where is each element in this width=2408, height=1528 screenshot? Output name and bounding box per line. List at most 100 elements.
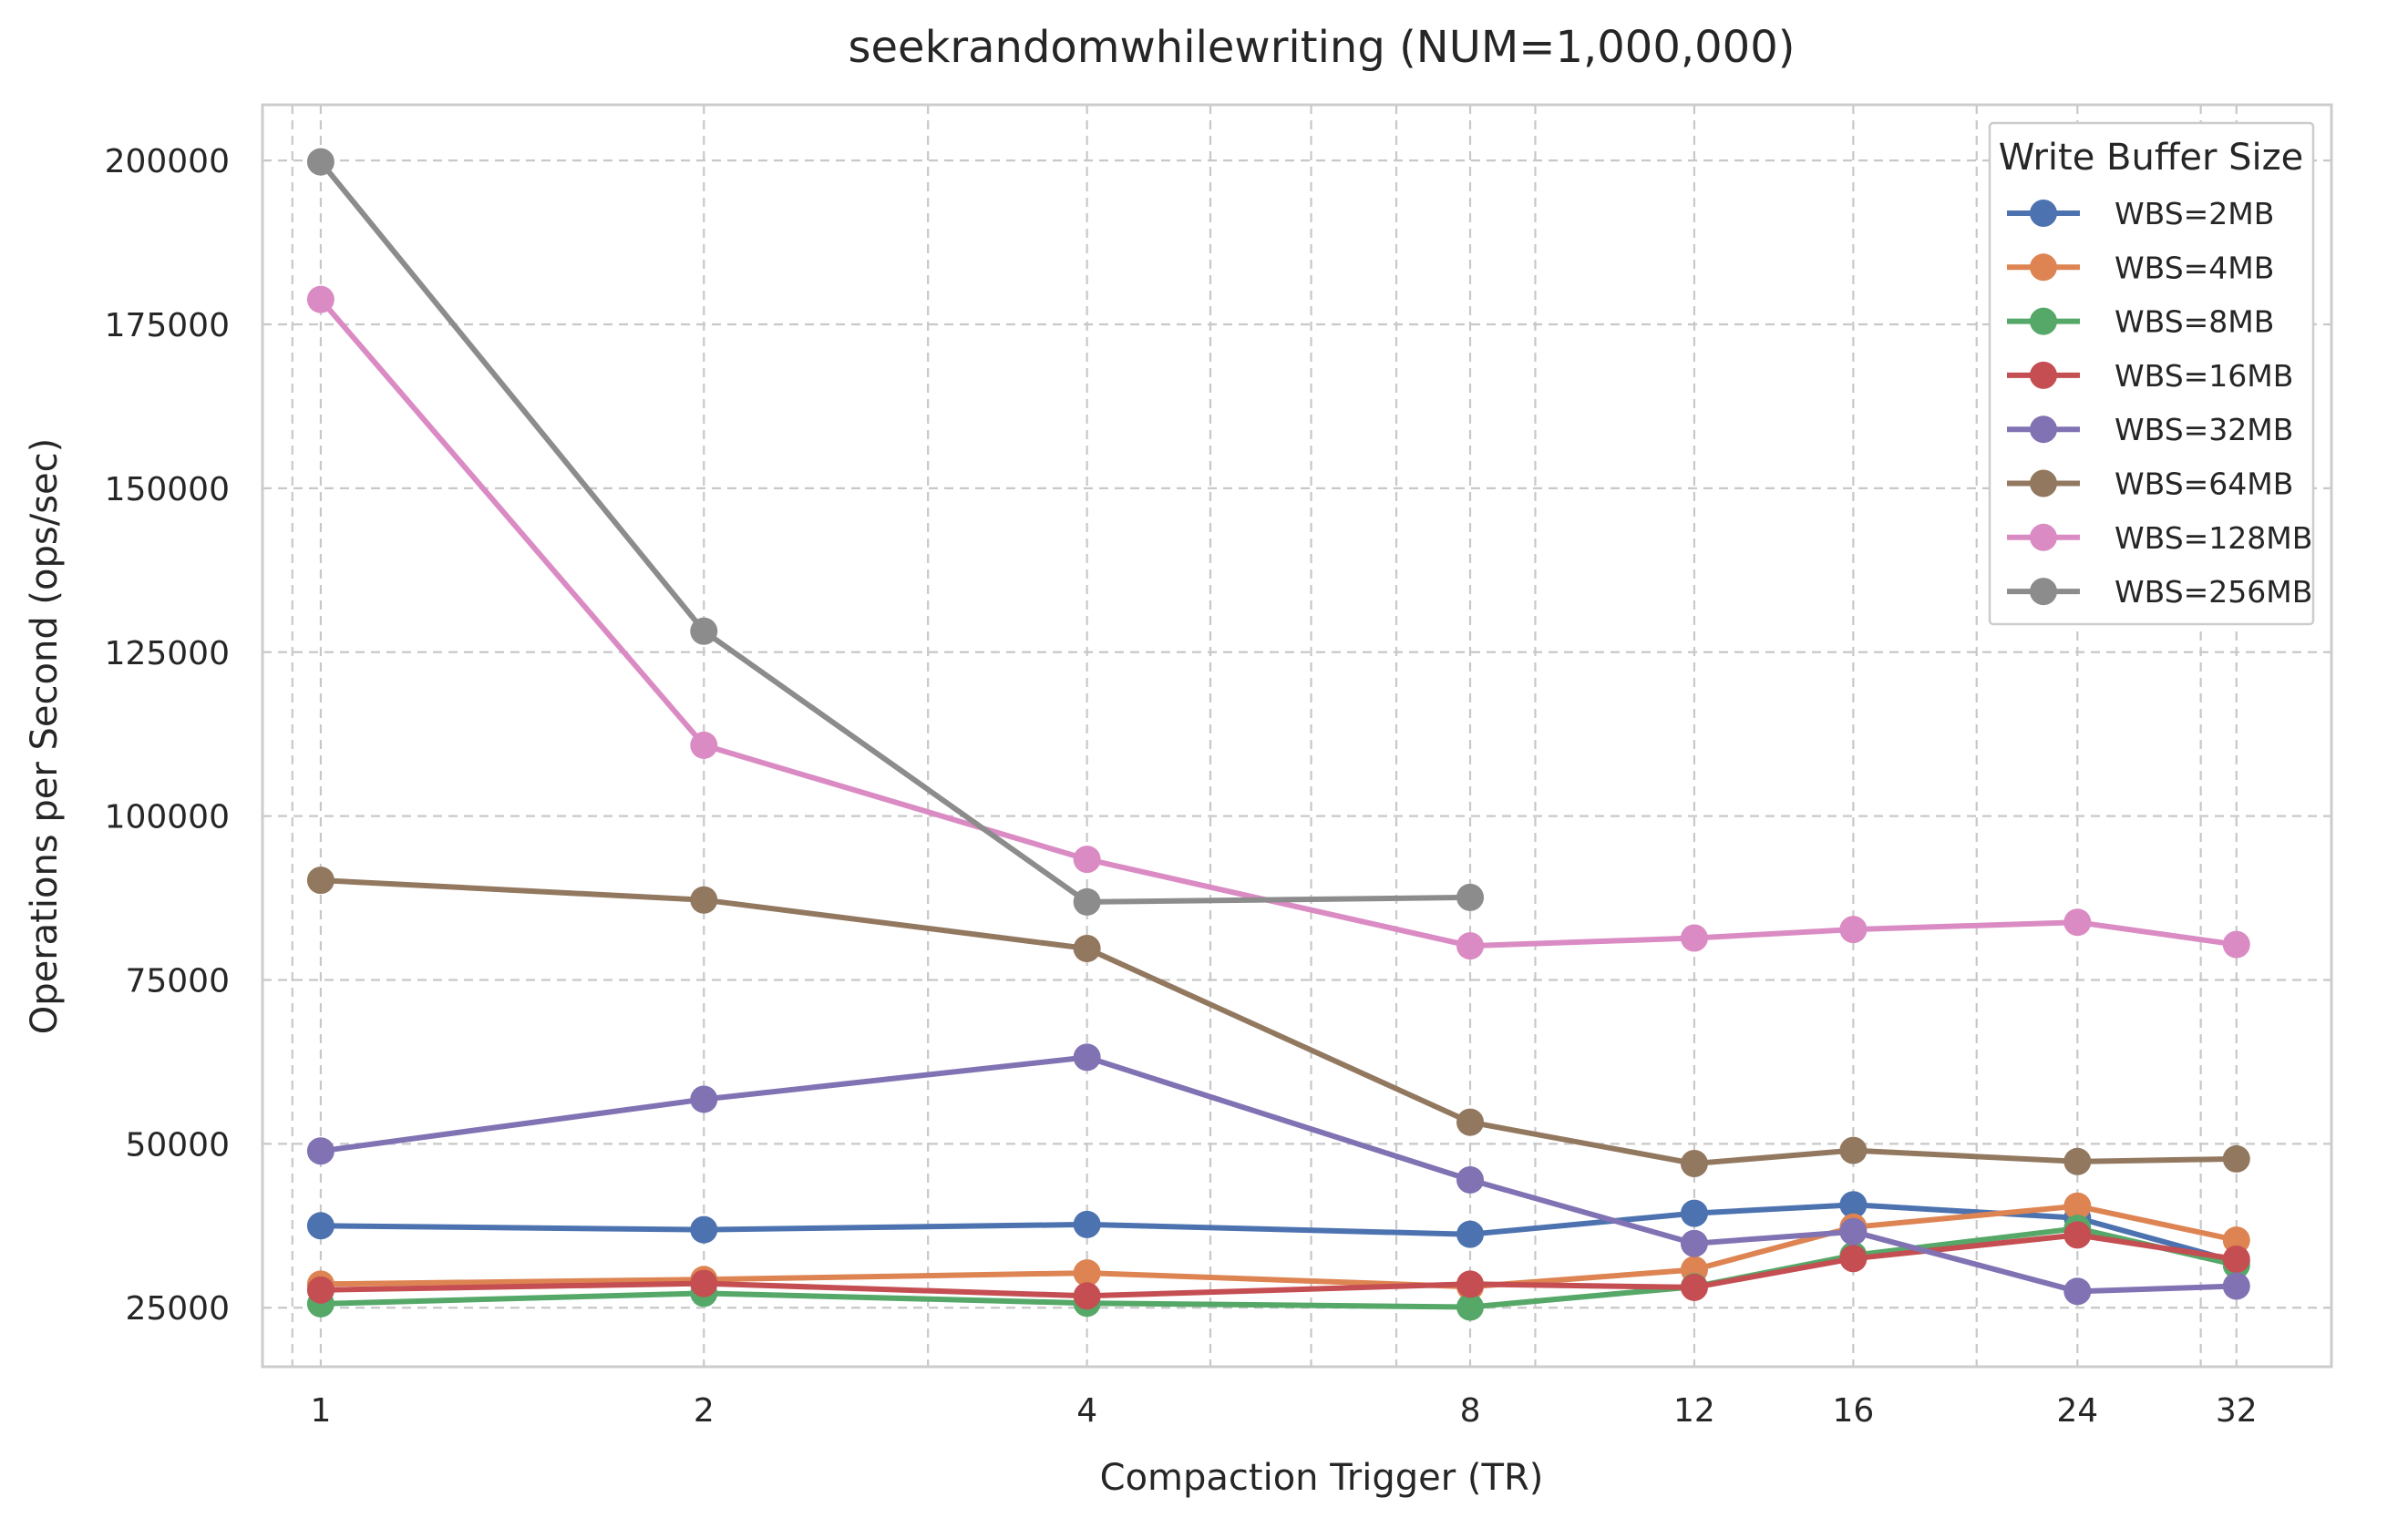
data-point — [1839, 1217, 1868, 1246]
legend: Write Buffer Size WBS=2MB WBS=4MB WBS=8MB W… — [1988, 121, 2315, 626]
x-tick-label: 24 — [2056, 1392, 2098, 1430]
data-point — [690, 1215, 718, 1244]
series-line — [317, 877, 2239, 1166]
legend-label: WBS=16MB — [2115, 358, 2293, 394]
data-point — [2222, 930, 2250, 959]
y-tick-label: 25000 — [125, 1290, 230, 1328]
legend-label: WBS=2MB — [2115, 196, 2274, 231]
legend-item: WBS=2MB — [2007, 196, 2274, 231]
data-point — [690, 1085, 718, 1113]
data-point — [2063, 1147, 2092, 1175]
data-point — [306, 1137, 334, 1165]
legend-item: WBS=16MB — [2007, 358, 2293, 394]
series-line — [317, 1054, 2239, 1295]
legend-item: WBS=256MB — [2007, 574, 2312, 610]
data-point — [2222, 1226, 2250, 1255]
series-line — [317, 296, 2239, 949]
data-point — [690, 886, 718, 914]
legend-marker — [2030, 200, 2057, 227]
data-point — [1456, 1108, 1485, 1136]
data-point — [1073, 1259, 1101, 1287]
legend-marker — [2030, 469, 2057, 497]
series-line — [317, 1232, 2239, 1299]
data-point — [690, 617, 718, 645]
x-tick-label: 4 — [1076, 1392, 1097, 1430]
legend-label: WBS=8MB — [2115, 304, 2274, 340]
data-point — [1456, 883, 1485, 911]
axes: 1 2 4 8 12 16 24 322500050000750001000001250001… — [105, 143, 2258, 1430]
series-wbs-2mb — [306, 1191, 2250, 1276]
legend-item: WBS=32MB — [2007, 412, 2293, 447]
x-tick-label: 8 — [1460, 1392, 1481, 1430]
y-tick-label: 100000 — [105, 799, 230, 836]
chart-title: seekrandomwhilewriting (NUM=1,000,000) — [849, 22, 1796, 73]
legend-marker — [2030, 415, 2057, 444]
series-wbs-128mb — [306, 285, 2250, 960]
data-point — [2222, 1144, 2250, 1173]
x-tick-label: 16 — [1832, 1392, 1874, 1430]
series-lines — [306, 148, 2250, 1321]
series-line — [317, 159, 1473, 905]
data-point — [1680, 1149, 1708, 1177]
legend-item: WBS=64MB — [2007, 467, 2293, 502]
data-point — [2222, 1272, 2250, 1300]
series-wbs-16mb — [306, 1221, 2250, 1310]
data-point — [1839, 1136, 1868, 1164]
data-point — [1456, 932, 1485, 960]
y-tick-label: 175000 — [105, 307, 230, 344]
data-point — [1456, 1165, 1485, 1194]
data-point — [306, 867, 334, 895]
legend-title: Write Buffer Size — [1999, 137, 2304, 179]
data-point — [1839, 1191, 1868, 1219]
data-point — [306, 285, 334, 313]
series-line — [317, 1225, 2239, 1310]
legend-item: WBS=128MB — [2007, 520, 2312, 556]
legend-marker — [2030, 523, 2057, 551]
series-wbs-256mb — [306, 148, 1485, 916]
data-point — [1839, 1245, 1868, 1273]
data-point — [306, 1276, 334, 1304]
data-point — [1456, 1293, 1485, 1321]
series-wbs-64mb — [306, 867, 2250, 1177]
data-point — [690, 1269, 718, 1297]
legend-marker — [2030, 307, 2057, 335]
y-axis-label: Operations per Second (ops/sec) — [24, 438, 66, 1035]
data-point — [2063, 908, 2092, 937]
series-wbs-32mb — [306, 1043, 2250, 1306]
data-point — [1680, 1229, 1708, 1257]
legend-marker — [2030, 578, 2057, 606]
x-tick-label: 12 — [1673, 1392, 1715, 1430]
x-tick-label: 32 — [2216, 1392, 2258, 1430]
data-point — [1680, 1273, 1708, 1301]
x-axis-label: Compaction Trigger (TR) — [1100, 1457, 1544, 1499]
data-point — [1839, 916, 1868, 944]
data-point — [306, 148, 334, 176]
data-point — [1073, 1043, 1101, 1072]
y-tick-label: 150000 — [105, 471, 230, 508]
legend-item: WBS=4MB — [2007, 250, 2274, 285]
series-line — [317, 1203, 2239, 1290]
legend-label: WBS=256MB — [2115, 574, 2312, 610]
data-point — [690, 731, 718, 759]
data-point — [2063, 1221, 2092, 1249]
plot-frame — [261, 103, 2333, 1369]
legend-label: WBS=4MB — [2115, 250, 2274, 285]
y-tick-label: 200000 — [105, 143, 230, 180]
legend-label: WBS=128MB — [2115, 520, 2312, 556]
data-point — [306, 1212, 334, 1240]
data-point — [2222, 1246, 2250, 1274]
data-point — [1456, 1270, 1485, 1298]
y-tick-label: 50000 — [125, 1126, 230, 1164]
series-line — [317, 1202, 2239, 1265]
y-tick-label: 75000 — [125, 963, 230, 1000]
data-point — [1073, 934, 1101, 962]
data-point — [1073, 1210, 1101, 1238]
x-tick-label: 1 — [310, 1392, 331, 1430]
legend-label: WBS=64MB — [2115, 467, 2293, 502]
legend-label: WBS=32MB — [2115, 412, 2293, 447]
data-point — [1456, 1220, 1485, 1248]
data-point — [2063, 1277, 2092, 1306]
data-point — [2063, 1192, 2092, 1220]
legend-marker — [2030, 253, 2057, 282]
